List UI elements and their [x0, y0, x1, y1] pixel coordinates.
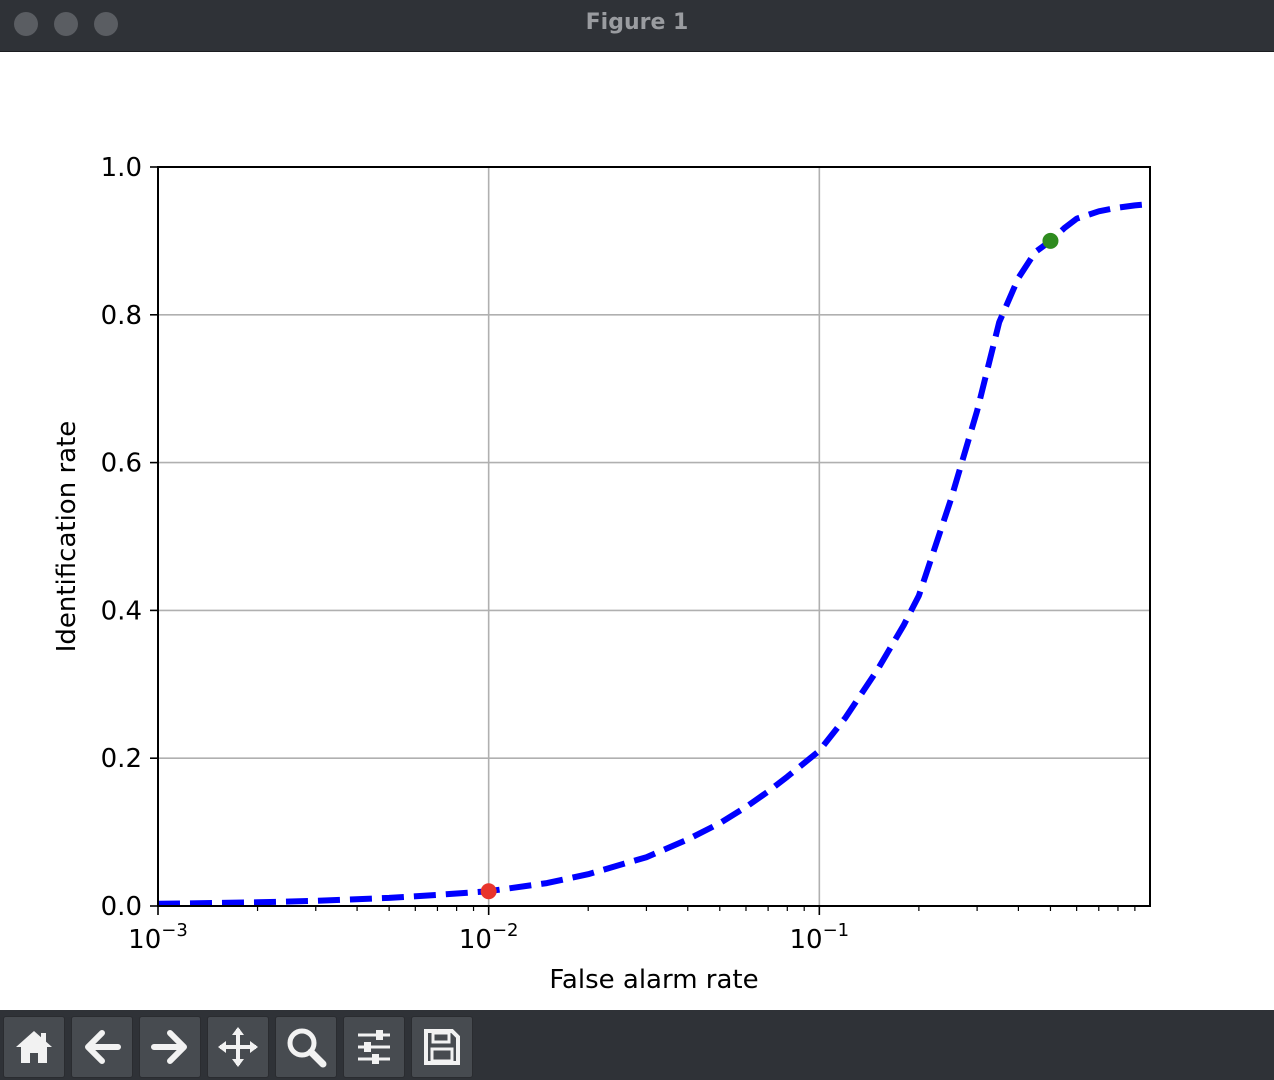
x-tick-exponent: −3: [161, 920, 188, 941]
zoom-button[interactable]: [275, 1016, 337, 1078]
point-marker: [1042, 232, 1059, 249]
x-tick-exponent: −2: [492, 920, 519, 941]
configure-subplots-button[interactable]: [343, 1016, 405, 1078]
x-axis-label: False alarm rate: [549, 965, 758, 995]
y-tick-label: 0.6: [101, 449, 142, 479]
home-icon: [16, 1031, 52, 1063]
roc-curve-line: [157, 201, 1151, 907]
x-tick-exponent: −1: [823, 920, 850, 941]
y-tick-label: 0.8: [101, 301, 142, 331]
grid-lines: [158, 166, 1150, 907]
pan-button[interactable]: [207, 1016, 269, 1078]
x-tick-label: 10−1: [790, 920, 850, 955]
back-arrow-icon: [85, 1030, 121, 1064]
roc-chart: 0.0 0.2 0.4 0.6 0.8 1.0 10−3 10−2 10−1 False ala…: [52, 153, 1151, 995]
configure-subplots-icon: [358, 1030, 390, 1064]
y-tick-label: 0.4: [101, 596, 142, 626]
zoom-magnifier-icon: [287, 1028, 327, 1068]
minimize-window-icon[interactable]: [54, 12, 78, 36]
x-tick-label: 10−3: [128, 920, 188, 955]
close-window-icon[interactable]: [14, 12, 38, 36]
y-axis-label: Identification rate: [52, 421, 82, 653]
point-marker: [480, 883, 497, 900]
navigation-toolbar: [0, 1010, 1274, 1080]
ticks-layer: 0.0 0.2 0.4 0.6 0.8 1.0 10−3 10−2 10−1: [101, 153, 1136, 955]
figure-canvas[interactable]: [0, 52, 1274, 1010]
y-tick-label: 0.2: [101, 744, 142, 774]
window-titlebar: Figure 1: [0, 0, 1274, 52]
back-button[interactable]: [71, 1016, 133, 1078]
home-button[interactable]: [3, 1016, 65, 1078]
y-tick-label: 0.0: [101, 892, 142, 922]
forward-button[interactable]: [139, 1016, 201, 1078]
series-layer: [157, 201, 1151, 907]
save-button[interactable]: [411, 1016, 473, 1078]
axes-frame: [157, 166, 1151, 907]
x-tick-label: 10−2: [459, 920, 519, 955]
window-title: Figure 1: [585, 10, 689, 35]
save-floppy-icon: [424, 1029, 460, 1065]
pan-move-icon: [218, 1027, 258, 1067]
zoom-window-icon[interactable]: [94, 12, 118, 36]
y-tick-label: 1.0: [101, 153, 142, 183]
markers-layer: [480, 232, 1059, 900]
forward-arrow-icon: [151, 1030, 187, 1064]
